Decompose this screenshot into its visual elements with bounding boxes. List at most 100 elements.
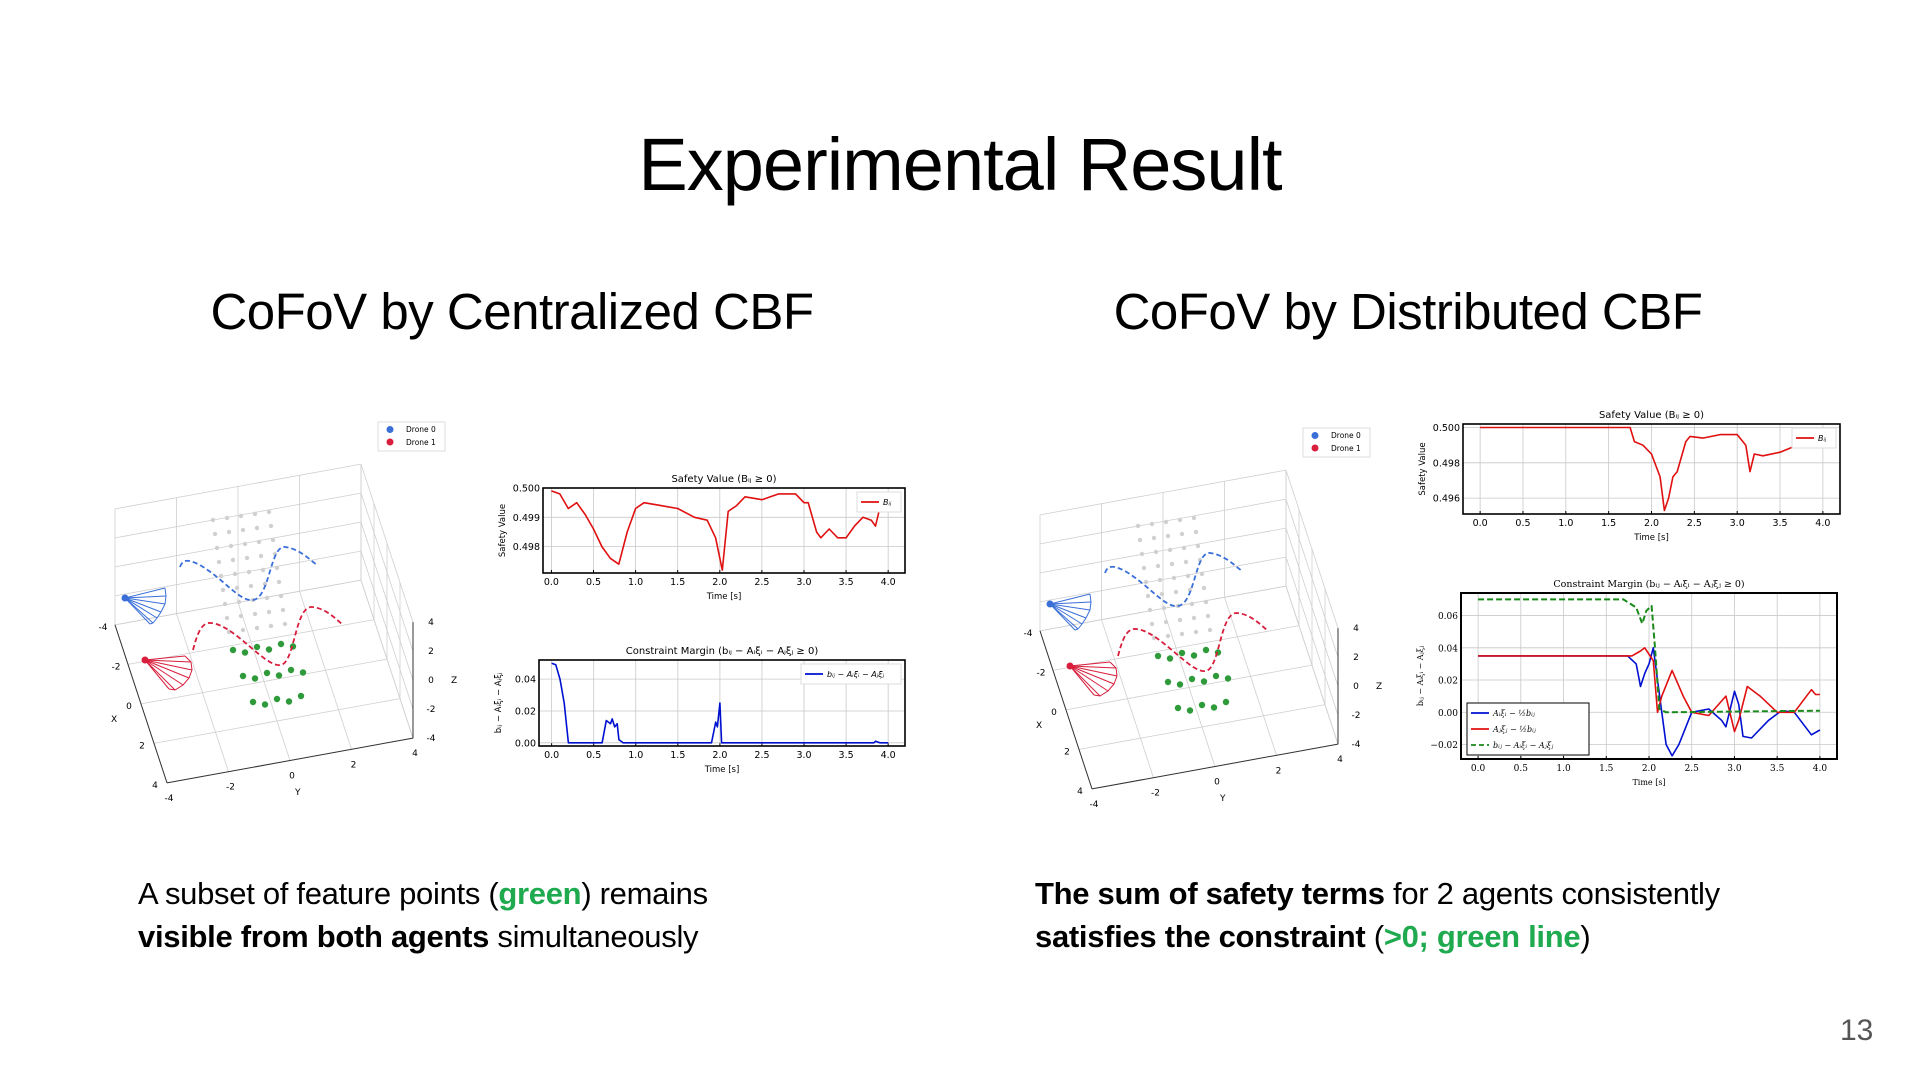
fov-ray [1049,601,1092,605]
chart-title: Safety Value (Bᵢⱼ ≥ 0) [1599,410,1704,421]
centralized-3d-trajectory-plot: -4 -4 -4 -2 -2 -2 0 0 0 2 2 2 4 4 4 X Y Z Drone 0 Drone 1 [99,421,457,804]
y-tick-label: 4 [1337,755,1343,765]
chart-title: Safety Value (Bᵢⱼ ≥ 0) [671,474,776,485]
fov-ray [1049,593,1091,605]
feature-point [260,567,266,573]
y-tick-label: 0.499 [513,513,540,524]
shared-feature-point [1186,707,1194,714]
feature-point [214,545,220,551]
z-tick-label: -2 [1352,711,1361,721]
shared-feature-point [299,669,307,676]
feature-point [210,517,216,523]
fov-ray [1049,603,1087,619]
shared-feature-point [239,672,247,680]
drone1-fov-cone [141,655,193,691]
feature-point [264,595,270,601]
y-tick-label: 0.498 [1433,458,1460,469]
z-tick-label: 2 [1353,653,1359,663]
feature-point [274,565,280,571]
x-tick-label: 1.0 [1556,764,1571,774]
caption-text: simultaneously [489,919,699,954]
x-tick-label: 1.0 [1558,518,1573,529]
plot-frame [1462,423,1841,515]
fov-ray [124,587,166,599]
x-tick-label: 3.5 [1770,764,1785,774]
z-axis-label: Z [451,676,457,686]
shared-feature-point [1224,675,1232,682]
side-wall-gridline [1285,527,1339,687]
feature-point [1135,523,1141,529]
side-wall-gridline [1285,469,1339,629]
plot-frame [1460,592,1838,760]
feature-point [1191,615,1197,621]
feature-point [268,523,274,529]
y-tick-label: 4 [412,749,418,759]
feature-point [234,585,240,591]
y-tick-label: 0.00 [515,738,536,749]
drone0-trajectory [179,546,318,601]
feature-point [1195,543,1201,549]
x-tick-label: 1.5 [1599,764,1614,774]
legend-marker-drone0 [1311,432,1319,439]
y-tick-label: 0.00 [1438,709,1458,719]
feature-point [1169,561,1175,567]
shared-feature-point [275,672,283,679]
x-tick-label: 4 [1077,787,1083,797]
feature-point [254,525,260,531]
y-tick-label: 0.496 [1433,494,1460,505]
feature-point [218,573,224,579]
shared-feature-point [265,646,273,653]
shared-feature-point [1174,704,1182,712]
feature-point [226,629,232,635]
shared-feature-point [1202,646,1210,654]
side-wall-gridline [360,521,414,681]
fov-rim [168,655,193,691]
back-wall-gridline [1039,498,1287,545]
fov-ray [124,597,166,605]
shared-feature-point [1164,678,1172,686]
feature-point [1179,631,1185,637]
feature-point [280,607,286,613]
shared-feature-point [285,698,293,705]
series-line-0 [1480,426,1824,512]
drone1-fov-cone [1066,661,1118,697]
z-tick-label: 4 [1353,624,1359,634]
y-axis-label: Safety Value [1418,442,1428,495]
z-tick-label: -4 [1352,740,1361,750]
feature-point [258,553,264,559]
legend-label: Bᵢⱼ [883,498,892,507]
left-safety-value-chart: Safety Value (Bᵢⱼ ≥ 0) 0.0 0.5 1.0 1.5 2.0 2.5… [498,474,906,602]
plot-frame [542,487,906,574]
y-tick-label: 0.02 [1438,677,1458,687]
drone1-trajectory [192,606,344,666]
feature-point [236,599,242,605]
legend-label: Drone 0 [1331,431,1361,440]
x-tick-label: 3.0 [1727,764,1742,774]
y-tick-label: -2 [1151,789,1160,799]
x-axis-label: X [1036,721,1042,731]
feature-point [226,529,232,535]
feature-point [282,621,288,627]
x-tick-label: 1.5 [670,577,685,588]
series-line-1 [1478,647,1820,733]
floor-gridline [1224,597,1277,756]
fov-ray [1069,661,1111,667]
shared-feature-point [277,640,285,648]
feature-point [278,593,284,599]
feature-point [266,609,272,615]
x-axis-line [1039,630,1093,790]
feature-point [224,615,230,621]
caption-bold-text: satisfies the constraint [1035,919,1366,954]
feature-point [1163,519,1169,525]
fov-ray [144,659,170,690]
x-tick-label: 4.0 [881,577,896,588]
right-safety-value-chart: Safety Value (Bᵢⱼ ≥ 0) 0.0 0.5 1.0 1.5 2.0 2.5… [1418,410,1841,543]
legend-label: Drone 1 [1331,444,1361,453]
caption-bold-text: The sum of safety terms [1035,876,1385,911]
shared-feature-point [273,695,281,703]
x-tick-label: 1.0 [628,577,643,588]
fov-ray [124,597,162,613]
chart-title: Constraint Margin (bᵢⱼ − Aᵢξᵢ − Aⱼξⱼ ≥ 0… [626,646,819,657]
series-line-0 [551,662,889,744]
feature-point [242,541,248,547]
